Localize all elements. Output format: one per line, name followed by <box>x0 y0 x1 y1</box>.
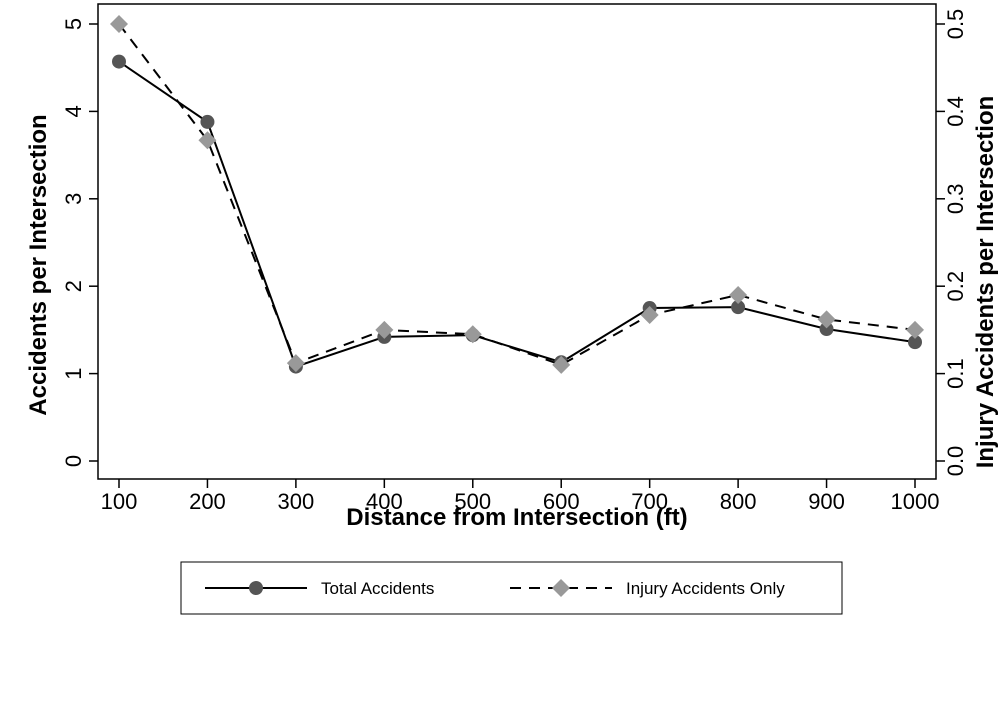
data-point-injury-accidents-only <box>817 310 836 329</box>
x-tick-label: 600 <box>543 489 580 514</box>
y-tick-label: 0 <box>61 455 86 467</box>
y2-tick-label: 0.3 <box>943 184 968 215</box>
y-tick-label: 2 <box>61 280 86 292</box>
data-point-injury-accidents-only <box>640 306 659 325</box>
x-tick-label: 800 <box>720 489 757 514</box>
data-point-injury-accidents-only <box>729 285 748 304</box>
x-tick-label: 100 <box>101 489 138 514</box>
y2-tick-label: 0.1 <box>943 358 968 389</box>
data-point-injury-accidents-only <box>375 320 394 339</box>
series-layer <box>110 15 924 374</box>
data-point-injury-accidents-only <box>552 355 571 374</box>
data-point-injury-accidents-only <box>110 15 128 33</box>
x-tick-label: 700 <box>631 489 668 514</box>
y-axis-right: 0.0 0.1 0.2 0.3 0.4 0.5 <box>936 9 968 477</box>
data-point-injury-accidents-only <box>906 320 924 339</box>
legend-label-total-accidents: Total Accidents <box>321 579 434 598</box>
legend-marker-total-accidents <box>249 581 263 595</box>
x-tick-label: 200 <box>189 489 226 514</box>
y-axis-left: 0 1 2 3 4 5 <box>61 18 98 467</box>
y2-tick-label: 0.5 <box>943 9 968 40</box>
data-point-total-accidents <box>819 322 834 337</box>
series-line-injury-accidents-only <box>118 23 916 366</box>
x-tick-label: 400 <box>366 489 403 514</box>
data-point-total-accidents <box>731 300 746 315</box>
data-point-injury-accidents-only <box>286 354 305 373</box>
legend-label-injury-accidents: Injury Accidents Only <box>626 579 785 598</box>
legend-marker-injury-accidents <box>552 579 570 597</box>
x-axis: 100 200 300 400 500 600 700 800 900 1000 <box>101 479 940 514</box>
x-tick-label: 1000 <box>891 489 940 514</box>
data-point-total-accidents <box>200 114 215 129</box>
plot-frame <box>97 3 937 480</box>
y2-tick-label: 0.0 <box>943 446 968 477</box>
y2-axis-title: Injury Accidents per Intersection <box>972 96 999 469</box>
data-point-total-accidents <box>908 335 922 350</box>
y-axis-title: Accidents per Intersection <box>25 114 52 415</box>
x-tick-label: 500 <box>454 489 491 514</box>
x-tick-label: 300 <box>278 489 315 514</box>
data-point-injury-accidents-only <box>198 131 217 150</box>
y-tick-label: 1 <box>61 367 86 379</box>
y-tick-label: 5 <box>61 18 86 30</box>
y-tick-label: 3 <box>61 193 86 205</box>
data-point-injury-accidents-only <box>463 325 482 344</box>
y2-tick-label: 0.4 <box>943 96 968 127</box>
x-axis-title: Distance from Intersection (ft) <box>346 504 687 531</box>
data-point-total-accidents <box>112 54 126 69</box>
y-tick-label: 4 <box>61 105 86 117</box>
y2-tick-label: 0.2 <box>943 271 968 302</box>
legend: Total Accidents Injury Accidents Only <box>180 561 843 615</box>
x-tick-label: 900 <box>808 489 845 514</box>
